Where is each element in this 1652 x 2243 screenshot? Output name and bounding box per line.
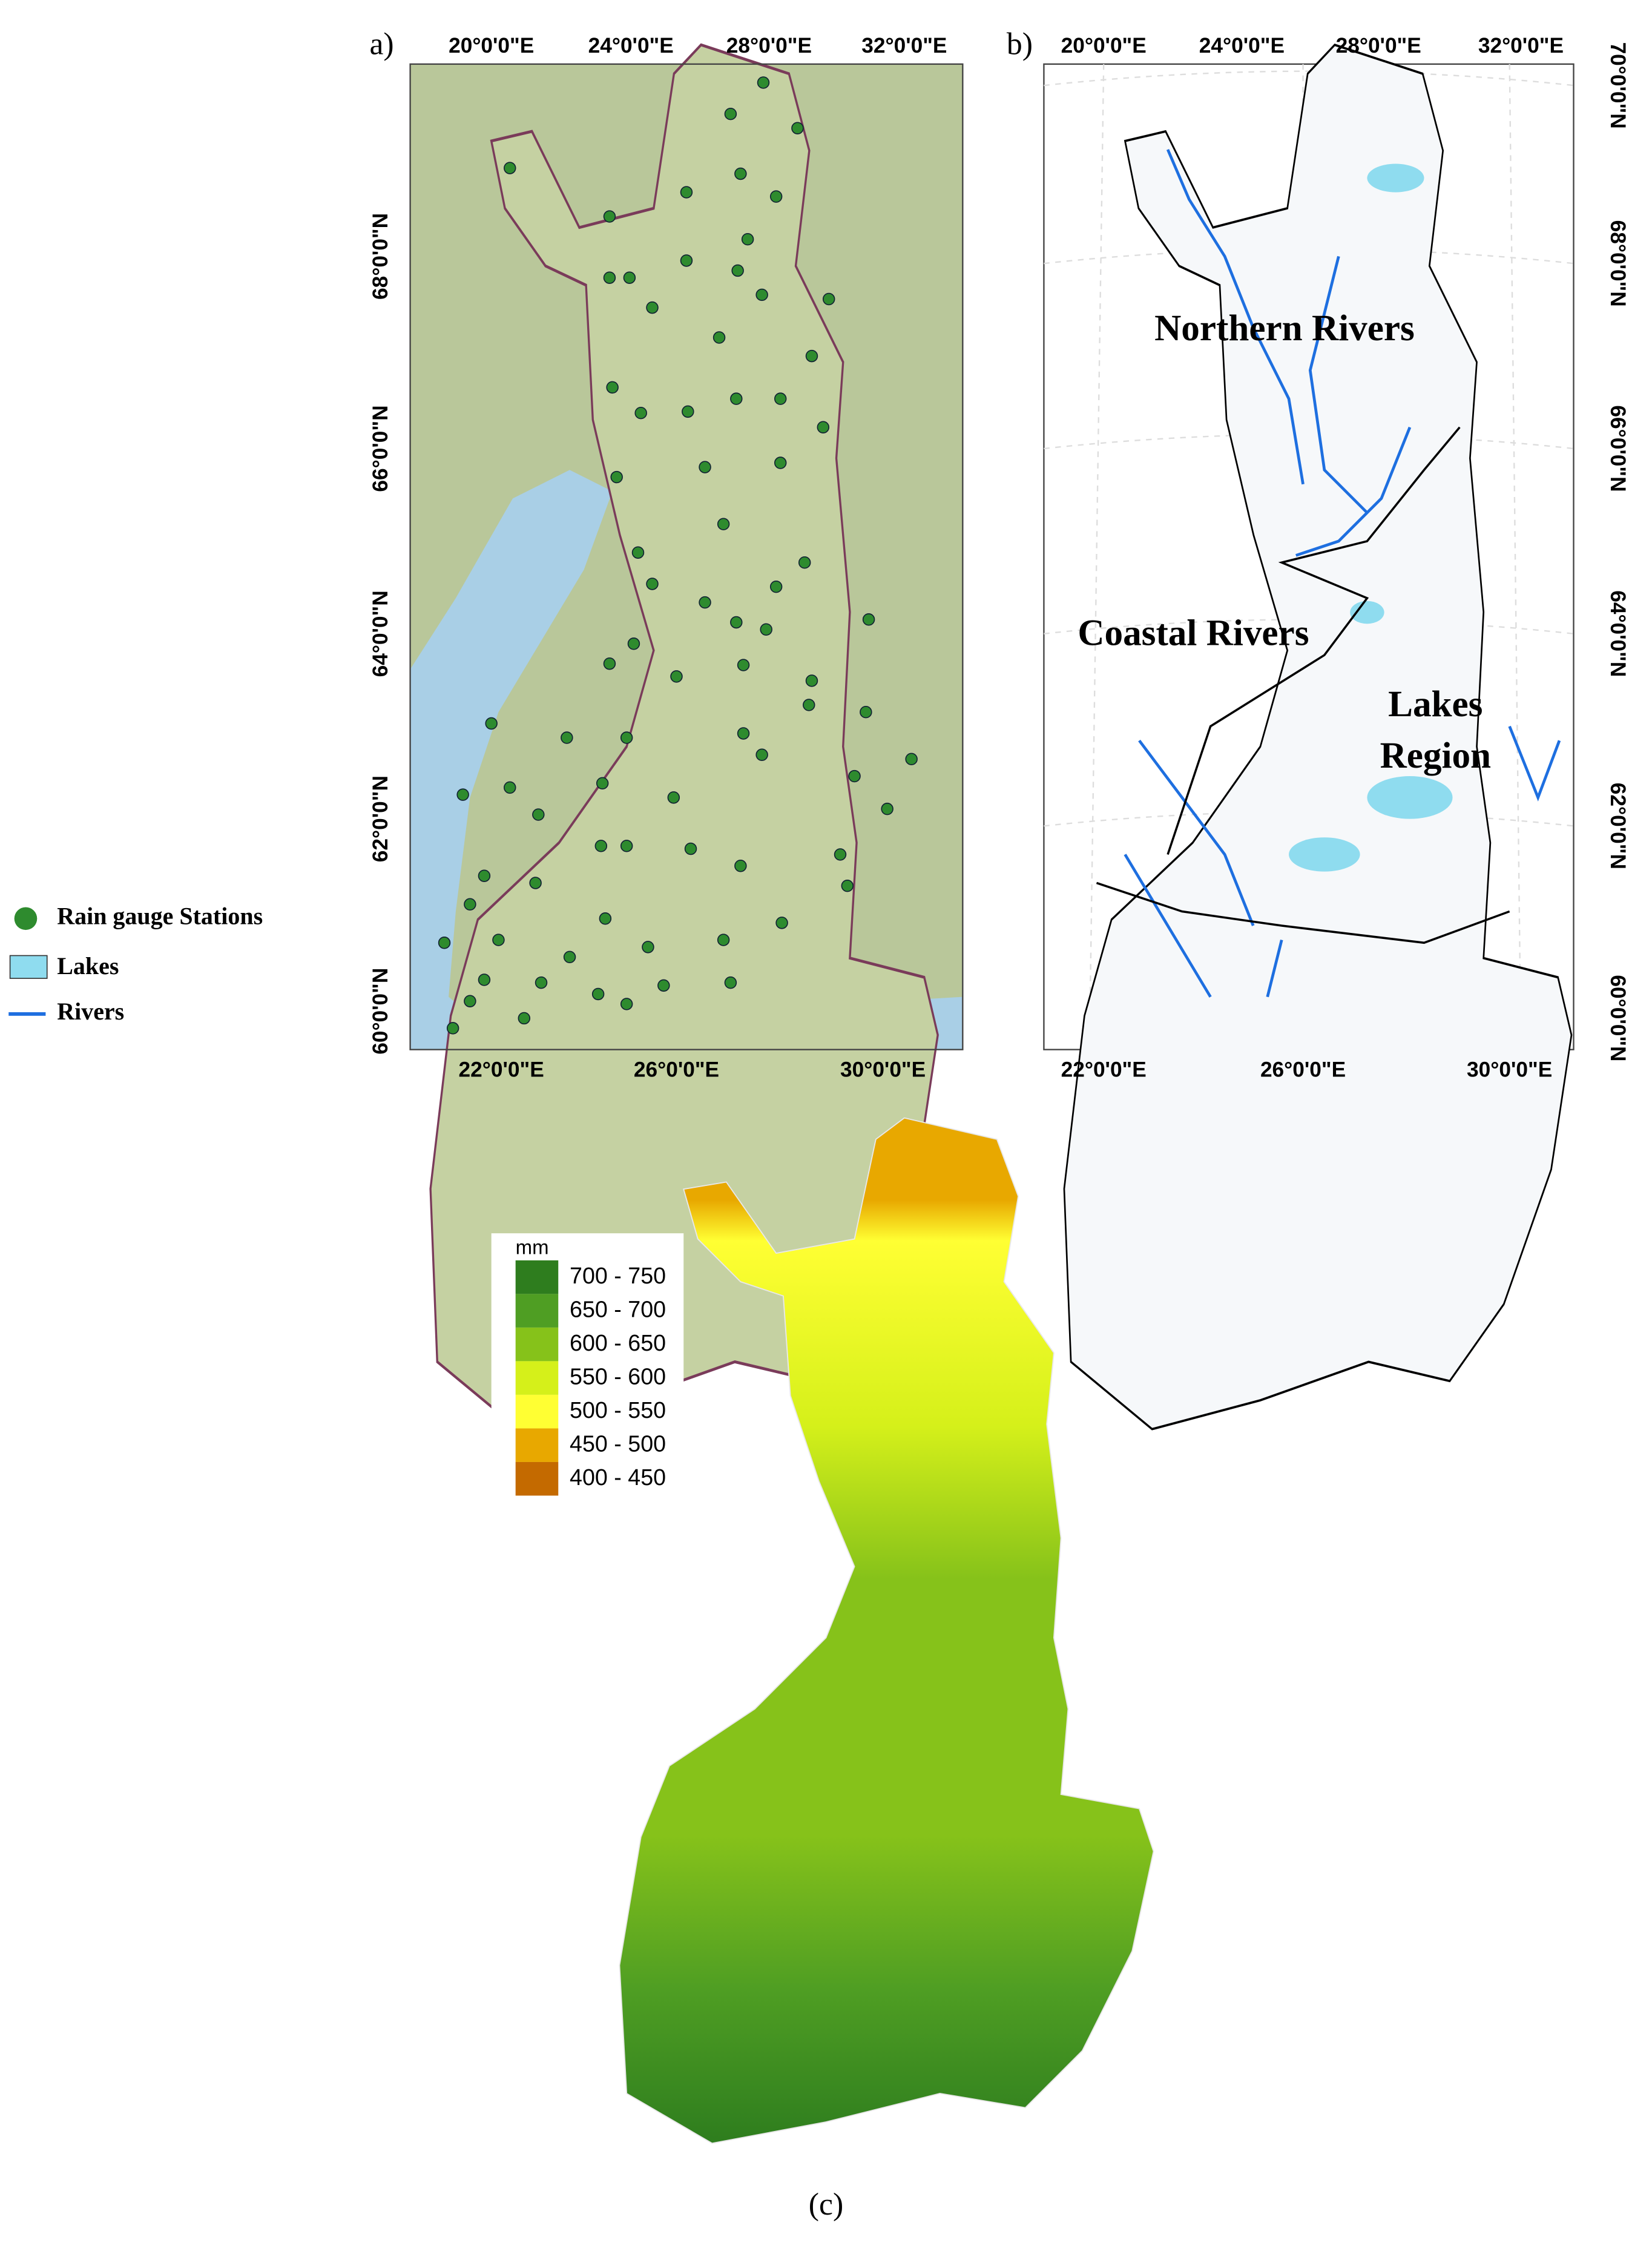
side-tick-label: 70°0'0"N	[1606, 42, 1630, 129]
top-tick-label: 20°0'0"E	[1061, 34, 1147, 58]
region-label: Northern Rivers	[1154, 308, 1415, 349]
region-label: Lakes	[1388, 683, 1483, 725]
bottom-tick-label: 26°0'0"E	[634, 1058, 719, 1081]
legend-class-label: 450 - 500	[570, 1431, 666, 1457]
legend-title: mm	[516, 1236, 549, 1259]
top-tick-label: 28°0'0"E	[726, 34, 812, 58]
bottom-tick-label: 26°0'0"E	[1260, 1058, 1346, 1081]
legend-swatch	[515, 1428, 559, 1462]
bottom-tick-label: 30°0'0"E	[840, 1058, 926, 1081]
map-b	[1043, 44, 1575, 1431]
legend-swatch	[515, 1461, 559, 1496]
region-label: Region	[1380, 735, 1491, 776]
legend-class-label: 500 - 550	[570, 1397, 666, 1423]
legend-swatch	[515, 1294, 559, 1328]
legend-swatch	[515, 1394, 559, 1429]
map-a	[409, 45, 964, 1429]
sea	[410, 470, 613, 1050]
rivers	[1124, 149, 1561, 998]
legend-label: Rivers	[57, 998, 124, 1025]
lake-symbol	[9, 955, 48, 979]
top-tick-label: 28°0'0"E	[1336, 34, 1421, 58]
top-tick-label: 32°0'0"E	[861, 34, 947, 58]
region-label: Coastal Rivers	[1078, 613, 1309, 654]
bottom-tick-label: 22°0'0"E	[459, 1058, 544, 1081]
left-legend	[8, 907, 48, 1016]
legend-class-label: 700 - 750	[570, 1263, 666, 1288]
side-tick-label: 68°0'0"N	[1606, 220, 1630, 307]
legend-swatch	[515, 1361, 559, 1395]
legend-label: Lakes	[57, 952, 119, 980]
side-tick-label: 60°0'0"N	[1606, 975, 1630, 1061]
side-tick-label: 64°0'0"N	[369, 590, 392, 677]
side-tick-label: 68°0'0"N	[369, 213, 392, 300]
top-tick-label: 24°0'0"E	[588, 34, 674, 58]
side-tick-label: 60°0'0"N	[369, 968, 392, 1055]
legend-swatch	[515, 1260, 559, 1294]
station-symbol	[14, 907, 38, 930]
legend-class-label: 650 - 700	[570, 1297, 666, 1322]
legend-class-label: 400 - 450	[570, 1464, 666, 1490]
side-tick-label: 66°0'0"N	[1606, 405, 1630, 492]
region-boundary	[1167, 426, 1461, 855]
panel-label: a)	[369, 27, 393, 62]
legend-class-label: 550 - 600	[570, 1364, 666, 1389]
bottom-tick-label: 22°0'0"E	[1061, 1058, 1147, 1081]
map-a-frame	[409, 63, 964, 1050]
top-tick-label: 20°0'0"E	[449, 34, 534, 58]
legend-class-label: 600 - 650	[570, 1330, 666, 1355]
top-tick-label: 32°0'0"E	[1478, 34, 1564, 58]
stations	[438, 76, 918, 1035]
side-tick-label: 64°0'0"N	[1606, 590, 1630, 677]
panel-label: (c)	[809, 2187, 843, 2222]
side-tick-label: 62°0'0"N	[369, 776, 392, 862]
region-boundary	[1096, 881, 1510, 944]
legend-swatch	[515, 1327, 559, 1362]
legend-label: Rain gauge Stations	[57, 902, 263, 929]
bottom-tick-label: 30°0'0"E	[1467, 1058, 1552, 1081]
panel-label: b)	[1007, 27, 1033, 62]
top-tick-label: 24°0'0"E	[1199, 34, 1285, 58]
side-tick-label: 62°0'0"N	[1606, 783, 1630, 869]
lakes	[1289, 163, 1453, 872]
side-tick-label: 66°0'0"N	[369, 405, 392, 492]
